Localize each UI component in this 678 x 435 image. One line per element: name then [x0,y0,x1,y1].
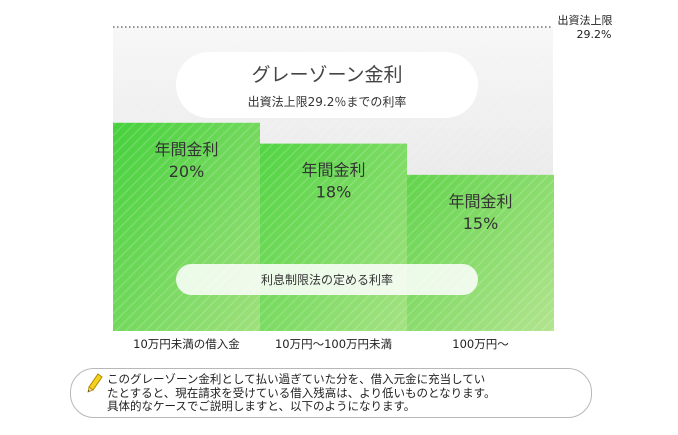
interest-limit-label: 利息制限法の定める利率 [261,272,393,287]
grey-zone-subtitle: 出資法上限29.2％までの利率 [248,94,407,109]
bar-label-value: 18% [316,183,352,202]
category-label: 10万円未満の借入金 [133,337,240,351]
upper-limit-label-1: 出資法上限 [558,13,613,27]
explanation-note: このグレーゾーン金利として払い過ぎていた分を、借入元金に充当してい たとすると、… [70,368,592,418]
note-line: このグレーゾーン金利として払い過ぎていた分を、借入元金に充当してい [107,372,486,386]
interest-limit-pill [176,264,478,295]
bar-over-1m-stripes [407,174,554,331]
category-label: 100万円～ [452,337,509,351]
grey-zone-pill [176,52,478,118]
bar-label-title: 年間金利 [448,192,512,211]
bar-label-title: 年間金利 [301,161,365,180]
bar-label-value: 15% [463,214,499,233]
bar-100k-to-1m-stripes [260,143,407,331]
note-line: 具体的なケースでご説明しますと、以下のようになります。 [107,399,416,413]
category-label: 10万円～100万円未満 [275,337,392,351]
grey-zone-title: グレーゾーン金利 [251,64,402,86]
pencil-icon [87,373,103,393]
upper-limit-label-2: 29.2% [577,28,612,41]
note-line: たとすると、現在請求を受けている借入残高は、より低いものとなります。 [107,385,496,400]
bar-label-value: 20% [169,162,205,181]
bar-under-100k-stripes [113,122,260,331]
bar-label-title: 年間金利 [154,140,218,159]
